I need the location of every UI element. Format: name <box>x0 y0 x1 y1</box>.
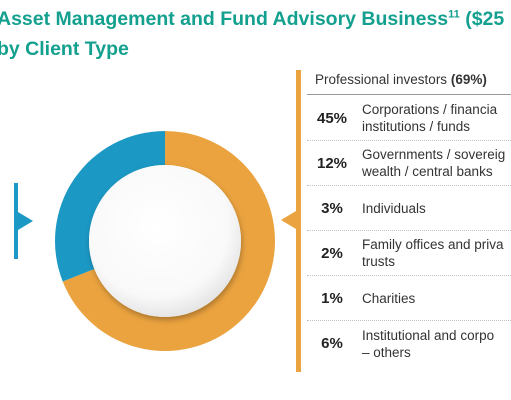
breakdown-row: 12% Governments / sovereig wealth / cent… <box>307 141 511 186</box>
donut-chart <box>55 131 276 352</box>
title-line-1: Asset Management and Fund Advisory Busin… <box>0 8 504 30</box>
breakdown-row: 6% Institutional and corpo – others <box>307 321 511 366</box>
breakdown-row: 1% Charities <box>307 276 511 321</box>
breakdown-row-label: Individuals <box>362 200 426 216</box>
breakdown-header-label: Professional investors <box>315 72 448 87</box>
chart-title: Asset Management and Fund Advisory Busin… <box>0 4 504 64</box>
breakdown-header-rule <box>307 94 511 95</box>
breakdown-row-percent: 1% <box>321 289 343 307</box>
breakdown-header: Professional investors (69%) <box>315 72 487 87</box>
breakdown-row-percent: 12% <box>316 154 348 172</box>
donut-hole <box>89 165 241 317</box>
title-line-2: by Client Type <box>0 38 129 60</box>
breakdown-row-percent: 3% <box>321 199 343 217</box>
breakdown-divider <box>296 70 301 372</box>
breakdown-row: 3% Individuals <box>307 186 511 231</box>
title-footnote: 11 <box>448 8 460 21</box>
breakdown-row-label: Corporations / financia institutions / f… <box>362 102 498 134</box>
breakdown-row: 2% Family offices and priva trusts <box>307 231 511 276</box>
breakdown-row-label: Family offices and priva trusts <box>362 237 504 269</box>
breakdown-header-value: (69%) <box>450 72 487 87</box>
title-text: Asset Management and Fund Advisory Busin… <box>0 8 449 30</box>
donut-slice-0 <box>62 131 276 352</box>
left-bracket-line <box>14 183 18 259</box>
breakdown-row-label: Charities <box>362 290 416 306</box>
breakdown-row-percent: 45% <box>316 109 348 127</box>
breakdown-row-percent: 6% <box>321 335 343 352</box>
breakdown-row-label: Governments / sovereig wealth / central … <box>362 147 506 179</box>
breakdown-list: 45% Corporations / financia institutions… <box>307 96 511 366</box>
breakdown-row-percent: 2% <box>321 244 343 262</box>
donut-slice-1 <box>55 131 165 282</box>
title-suffix: ($25 <box>459 8 505 30</box>
left-pointer-arrow <box>18 212 33 230</box>
breakdown-row-label: Institutional and corpo – others <box>362 327 495 360</box>
donut-slices <box>55 131 276 352</box>
right-pointer-arrow <box>281 211 296 229</box>
breakdown-row: 45% Corporations / financia institutions… <box>307 96 511 141</box>
